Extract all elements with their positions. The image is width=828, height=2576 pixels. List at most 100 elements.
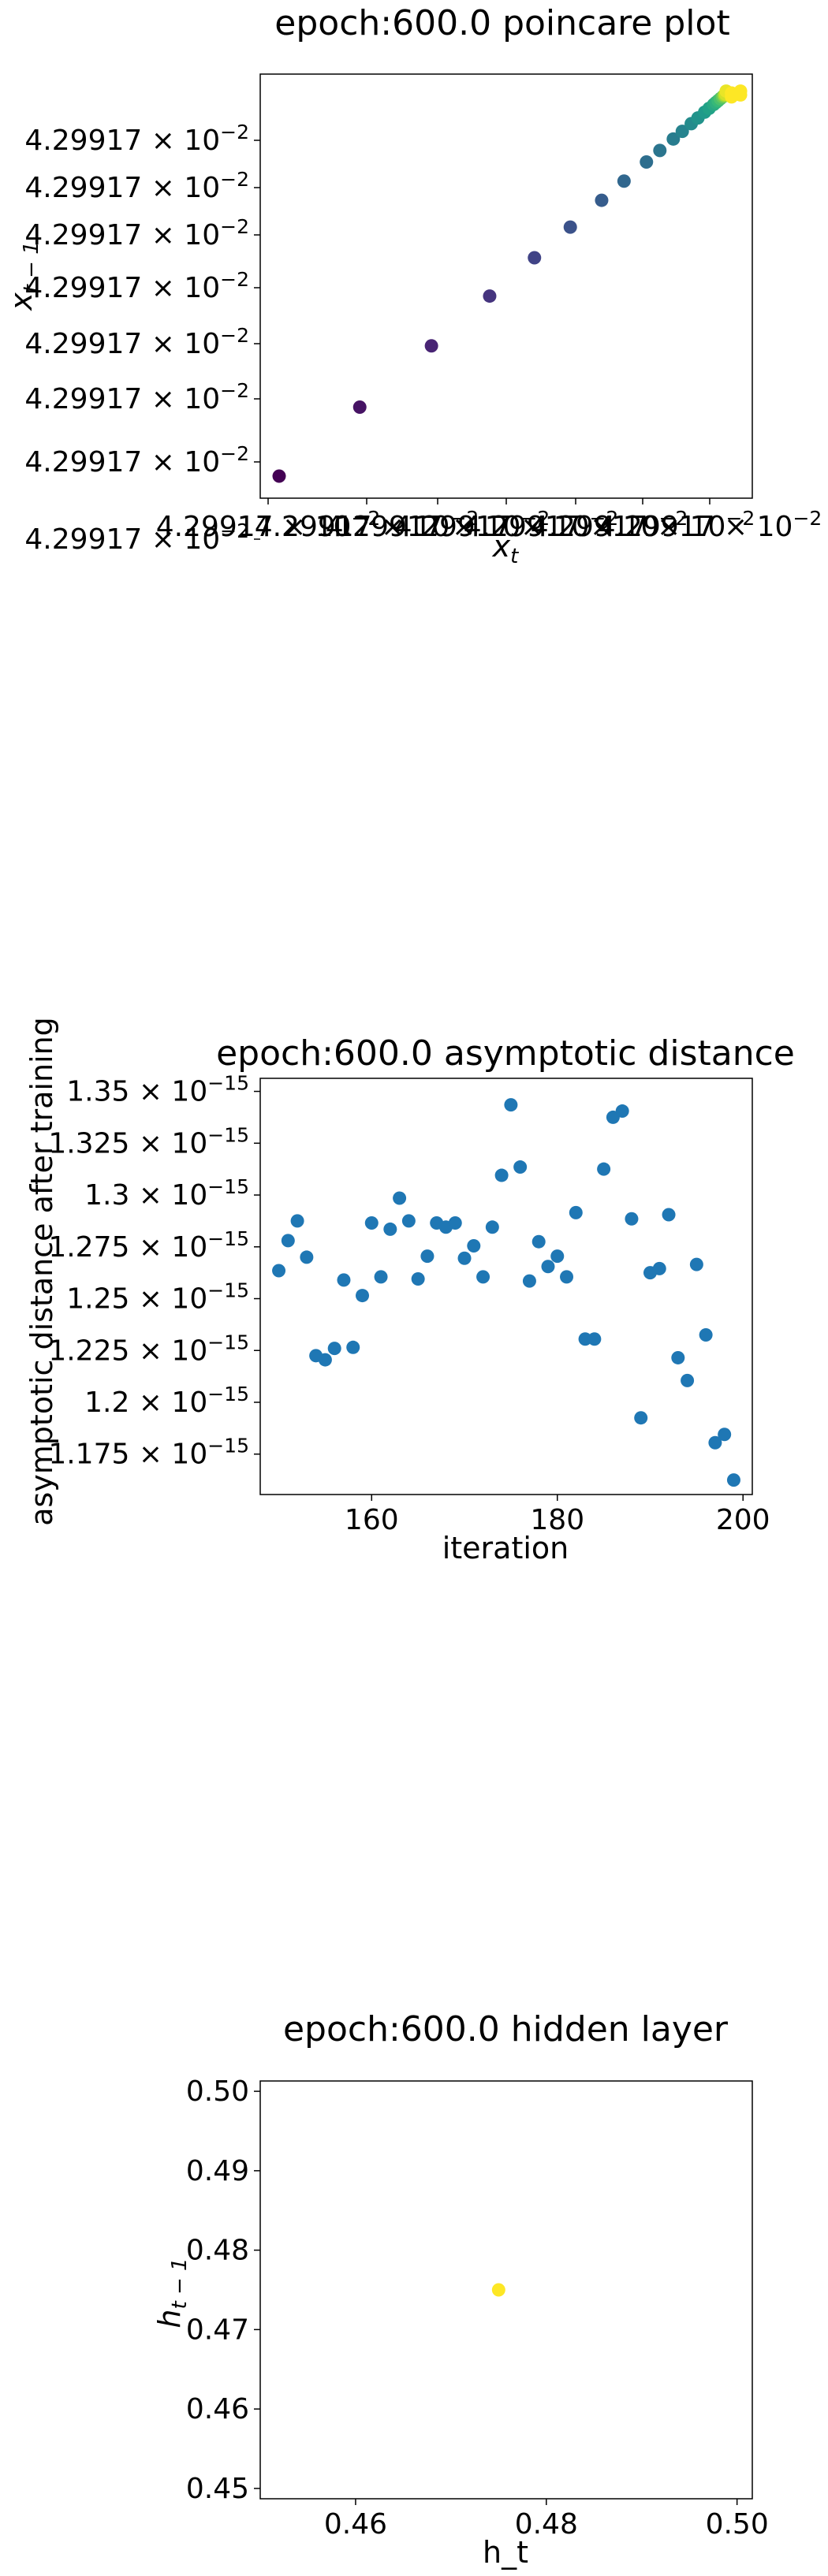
poincare-plot-points bbox=[272, 84, 748, 483]
y-tick-label: 1.3 × 10−15 bbox=[84, 1175, 249, 1212]
hidden-layer-points bbox=[491, 2283, 505, 2297]
poincare-point bbox=[272, 469, 286, 483]
poincare-point bbox=[617, 174, 631, 188]
distance-point bbox=[272, 1264, 286, 1278]
y-tick-label: 0.50 bbox=[186, 2075, 249, 2108]
y-tick-label: 0.46 bbox=[186, 2393, 249, 2425]
distance-point bbox=[327, 1342, 341, 1356]
distance-point bbox=[634, 1411, 648, 1425]
hidden-layer-title: epoch:600.0 hidden layer bbox=[283, 2009, 729, 2049]
distance-point bbox=[550, 1249, 565, 1264]
distance-point bbox=[448, 1216, 462, 1230]
hidden-layer-chart: epoch:600.0 hidden layer 0.46 0.48 0.50 0.4… bbox=[152, 2009, 769, 2570]
distance-point bbox=[356, 1289, 370, 1303]
distance-point bbox=[726, 1473, 740, 1487]
distance-point bbox=[318, 1353, 332, 1367]
distance-point bbox=[290, 1214, 304, 1228]
asymptotic-distance-y-axis-label: asymptotic distance after training bbox=[24, 1017, 59, 1526]
distance-point bbox=[671, 1350, 685, 1364]
poincare-point bbox=[483, 289, 497, 303]
poincare-plot-y-axis-label: xt − 1 bbox=[4, 241, 43, 311]
distance-point bbox=[718, 1428, 732, 1442]
distance-point bbox=[476, 1270, 490, 1284]
asymptotic-distance-points bbox=[272, 1098, 740, 1487]
distance-point bbox=[420, 1249, 435, 1264]
distance-point bbox=[494, 1168, 509, 1182]
x-tick-label: 0.46 bbox=[324, 2508, 387, 2541]
hidden-layer-point bbox=[491, 2283, 505, 2297]
y-tick-label: 0.49 bbox=[186, 2155, 249, 2187]
distance-point bbox=[457, 1251, 472, 1265]
hidden-layer-frame bbox=[259, 2080, 753, 2500]
x-tick-label: 4.29917 × 10−2 bbox=[598, 507, 822, 543]
poincare-point bbox=[424, 339, 438, 353]
distance-point bbox=[625, 1212, 639, 1226]
y-tick-label: 4.29917 × 10−2 bbox=[24, 121, 249, 157]
asymptotic-distance-title: epoch:600.0 asymptotic distance bbox=[216, 1033, 795, 1074]
y-tick-label: 4.29917 × 10−2 bbox=[24, 268, 249, 304]
distance-point bbox=[569, 1205, 583, 1219]
poincare-point bbox=[725, 90, 739, 104]
poincare-plot-x-axis-subscript: t bbox=[510, 545, 519, 568]
poincare-point bbox=[653, 143, 667, 158]
y-tick-label: 4.29917 × 10−2 bbox=[24, 168, 249, 204]
poincare-plot-chart: epoch:600.0 poincare plot 4.29917 × 10−2… bbox=[4, 3, 822, 568]
poincare-plot-x-axis-label: xt bbox=[492, 529, 520, 568]
x-tick-label: 4.29917 × 10−2 bbox=[394, 507, 619, 543]
distance-point bbox=[374, 1270, 388, 1284]
y-tick-label: 0.48 bbox=[186, 2235, 249, 2267]
y-tick-label: 1.225 × 10−15 bbox=[48, 1331, 249, 1367]
distance-point bbox=[689, 1257, 703, 1271]
distance-point bbox=[300, 1250, 314, 1264]
x-tick-label: 200 bbox=[716, 1504, 770, 1536]
poincare-plot-ticks: 4.29917 × 10−24.29917 × 10−24.29917 × 10… bbox=[24, 121, 822, 556]
y-tick-label: 1.175 × 10−15 bbox=[48, 1435, 249, 1471]
y-tick-label: 0.47 bbox=[186, 2314, 249, 2346]
y-tick-label: 4.29917 × 10−2 bbox=[24, 519, 249, 556]
x-tick-label: 4.29917 × 10−2 bbox=[531, 507, 755, 543]
poincare-point bbox=[640, 154, 654, 169]
x-tick-label: 160 bbox=[345, 1504, 399, 1536]
y-tick-label: 4.29917 × 10−2 bbox=[24, 442, 249, 478]
x-tick-label: 4.29917 × 10−2 bbox=[255, 507, 479, 543]
poincare-point bbox=[352, 400, 367, 415]
asymptotic-distance-ticks: 160 180 200 1.175 × 10−15 1.2 × 10−15 1.225 ×… bbox=[48, 1072, 770, 1536]
distance-point bbox=[504, 1098, 518, 1112]
poincare-point bbox=[595, 193, 609, 207]
y-tick-label: 1.325 × 10−15 bbox=[48, 1123, 249, 1160]
x-tick-label: 0.48 bbox=[515, 2508, 578, 2541]
distance-point bbox=[364, 1216, 379, 1230]
distance-point bbox=[578, 1332, 592, 1346]
distance-point bbox=[662, 1208, 676, 1222]
distance-point bbox=[531, 1234, 546, 1249]
y-tick-label: 0.45 bbox=[186, 2473, 249, 2505]
hidden-layer-x-axis-label: h_t bbox=[483, 2535, 528, 2570]
y-tick-label: 4.29917 × 10−2 bbox=[24, 379, 249, 415]
distance-point bbox=[699, 1328, 713, 1342]
distance-point bbox=[615, 1104, 629, 1119]
y-tick-label: 1.35 × 10−15 bbox=[66, 1072, 249, 1108]
x-tick-label: 0.50 bbox=[706, 2508, 769, 2541]
distance-point bbox=[485, 1220, 499, 1234]
poincare-plot-title: epoch:600.0 poincare plot bbox=[274, 3, 729, 43]
asymptotic-distance-chart: epoch:600.0 asymptotic distance 160 180 20… bbox=[24, 1017, 795, 1565]
poincare-point bbox=[675, 125, 689, 139]
distance-point bbox=[513, 1160, 528, 1174]
distance-point bbox=[401, 1214, 416, 1228]
y-tick-label: 1.25 × 10−15 bbox=[66, 1279, 249, 1316]
distance-point bbox=[681, 1373, 695, 1387]
distance-point bbox=[383, 1222, 397, 1236]
x-tick-label: 4.29917 × 10−2 bbox=[464, 507, 688, 543]
distance-point bbox=[522, 1274, 536, 1288]
distance-point bbox=[541, 1260, 555, 1274]
hidden-layer-y-axis-subscript: t − 1 bbox=[168, 2258, 192, 2309]
y-tick-label: 1.275 × 10−15 bbox=[48, 1227, 249, 1264]
asymptotic-distance-frame bbox=[259, 1078, 753, 1495]
poincare-point bbox=[528, 251, 542, 265]
distance-point bbox=[337, 1273, 351, 1287]
poincare-point bbox=[563, 220, 577, 234]
distance-point bbox=[708, 1435, 722, 1450]
distance-point bbox=[597, 1162, 611, 1176]
y-tick-label: 4.29917 × 10−2 bbox=[24, 215, 249, 251]
distance-point bbox=[281, 1234, 295, 1248]
